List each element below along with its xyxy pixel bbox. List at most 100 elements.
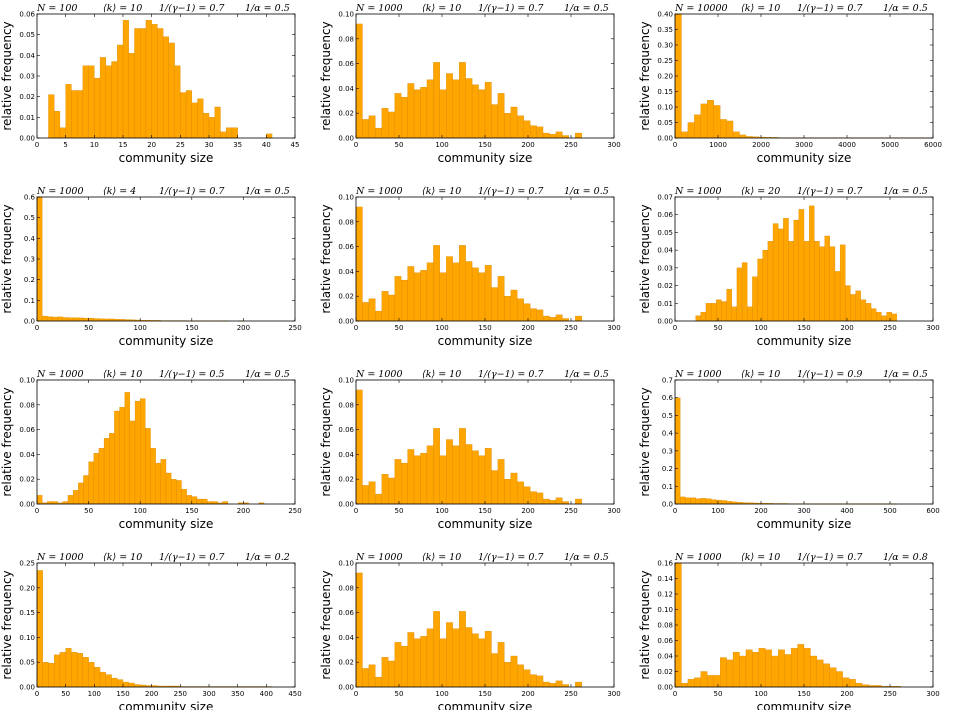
histogram-bar (413, 89, 421, 139)
x-tick-label: 300 (607, 507, 620, 515)
histogram-bar (713, 675, 721, 688)
y-axis-label: relative frequency (0, 570, 14, 679)
histogram-bar (732, 651, 740, 688)
x-tick-label: 300 (607, 690, 620, 698)
histogram-bar (67, 495, 74, 505)
x-tick-label: 5 (63, 141, 67, 149)
y-tick-label: 0.05 (19, 31, 35, 39)
y-tick-label: 0.30 (657, 42, 673, 50)
histogram-bar (150, 448, 156, 505)
histogram-bar (700, 497, 707, 505)
x-tick-label: 300 (607, 141, 620, 149)
histogram-bar (726, 288, 732, 322)
histogram-bar (823, 663, 830, 688)
histogram-bar (93, 453, 100, 505)
histogram-bar (165, 472, 172, 505)
parameter-label: N = 1000 (36, 552, 84, 563)
histogram-bar (362, 119, 370, 139)
histogram-bar (694, 677, 701, 688)
x-tick-label: 200 (145, 690, 158, 698)
histogram-bar (478, 638, 486, 688)
x-tick-label: 200 (521, 141, 534, 149)
parameter-label: 1/α = 0.5 (245, 186, 290, 197)
y-tick-label: 0.05 (19, 659, 35, 667)
histogram-bar (162, 36, 170, 139)
y-tick-label: 0.1 (662, 483, 673, 491)
histogram-bar (42, 315, 48, 322)
histogram-bar (72, 490, 79, 505)
y-tick-label: 0.06 (338, 243, 354, 251)
histogram-bar (160, 459, 167, 505)
histogram-bar (388, 477, 395, 505)
histogram-bar (446, 622, 453, 688)
histogram-bar (88, 65, 95, 139)
x-axis-label: community size (757, 700, 852, 710)
histogram-bar (54, 654, 61, 688)
histogram-bar (420, 453, 428, 505)
parameter-label: ⟨k⟩ = 10 (422, 552, 461, 563)
y-tick-label: 0.10 (338, 194, 354, 202)
histogram-bar (484, 82, 492, 139)
y-tick-label: 0.05 (657, 119, 673, 127)
histogram-bar (439, 455, 447, 505)
histogram-bar (716, 499, 722, 505)
histogram-bar (407, 632, 415, 688)
histogram-bar (497, 642, 505, 688)
histogram-bar (114, 410, 120, 505)
histogram-bar (413, 455, 421, 505)
histogram-bar (465, 78, 473, 139)
bars (36, 196, 244, 322)
histogram-bar (375, 310, 382, 322)
histogram-bar (362, 485, 370, 505)
histogram-bar (124, 392, 131, 505)
histogram-bar (42, 662, 49, 688)
x-tick-label: 50 (395, 690, 404, 698)
y-tick-label: 0.20 (19, 584, 35, 592)
histogram-bar (201, 498, 208, 505)
y-tick-label: 0.04 (19, 52, 35, 60)
y-tick-label: 0.0 (24, 318, 35, 326)
y-tick-label: 0.00 (657, 135, 673, 143)
bars (36, 392, 265, 505)
x-tick-label: 0 (673, 324, 677, 332)
x-tick-label: 200 (521, 507, 534, 515)
histogram-bar (478, 272, 486, 322)
histogram-bar (491, 470, 499, 505)
histogram-bar (834, 271, 841, 322)
x-tick-label: 150 (478, 324, 491, 332)
histogram-bar (180, 92, 187, 139)
parameter-label: ⟨k⟩ = 10 (422, 369, 461, 380)
histogram-bar (757, 258, 763, 322)
y-tick-label: 0.08 (19, 401, 35, 409)
y-tick-label: 0.02 (19, 93, 35, 101)
x-axis-label: community size (438, 517, 533, 531)
histogram-bar (155, 462, 161, 505)
y-tick-label: 0.10 (657, 606, 673, 614)
histogram-bar (465, 261, 473, 322)
y-tick-label: 0.4 (662, 430, 674, 438)
histogram-bar (420, 636, 428, 688)
y-tick-label: 0.02 (338, 476, 354, 484)
histogram-bar (530, 674, 537, 688)
y-tick-label: 0.05 (657, 229, 673, 237)
histogram-bar (710, 499, 717, 505)
histogram-bar (767, 241, 774, 322)
y-axis-label: relative frequency (638, 387, 652, 496)
y-tick-label: 0.06 (19, 426, 35, 434)
histogram-bar (732, 131, 740, 139)
histogram-bar (59, 127, 66, 139)
parameter-label: ⟨k⟩ = 20 (741, 186, 780, 197)
parameter-label: 1/(γ−1) = 0.7 (797, 3, 863, 14)
parameter-label: 1/(γ−1) = 0.7 (478, 3, 544, 14)
plot-frame (674, 379, 934, 505)
histogram-bar (388, 111, 395, 139)
histogram-bar (876, 311, 882, 322)
x-tick-label: 200 (237, 507, 250, 515)
x-tick-label: 50 (84, 324, 93, 332)
bars (355, 389, 582, 505)
histogram-bar (870, 308, 877, 322)
histogram-bar (99, 671, 106, 688)
y-tick-label: 0.08 (338, 401, 354, 409)
parameter-label: 1/(γ−1) = 0.7 (797, 186, 863, 197)
histogram-bar (355, 206, 363, 322)
